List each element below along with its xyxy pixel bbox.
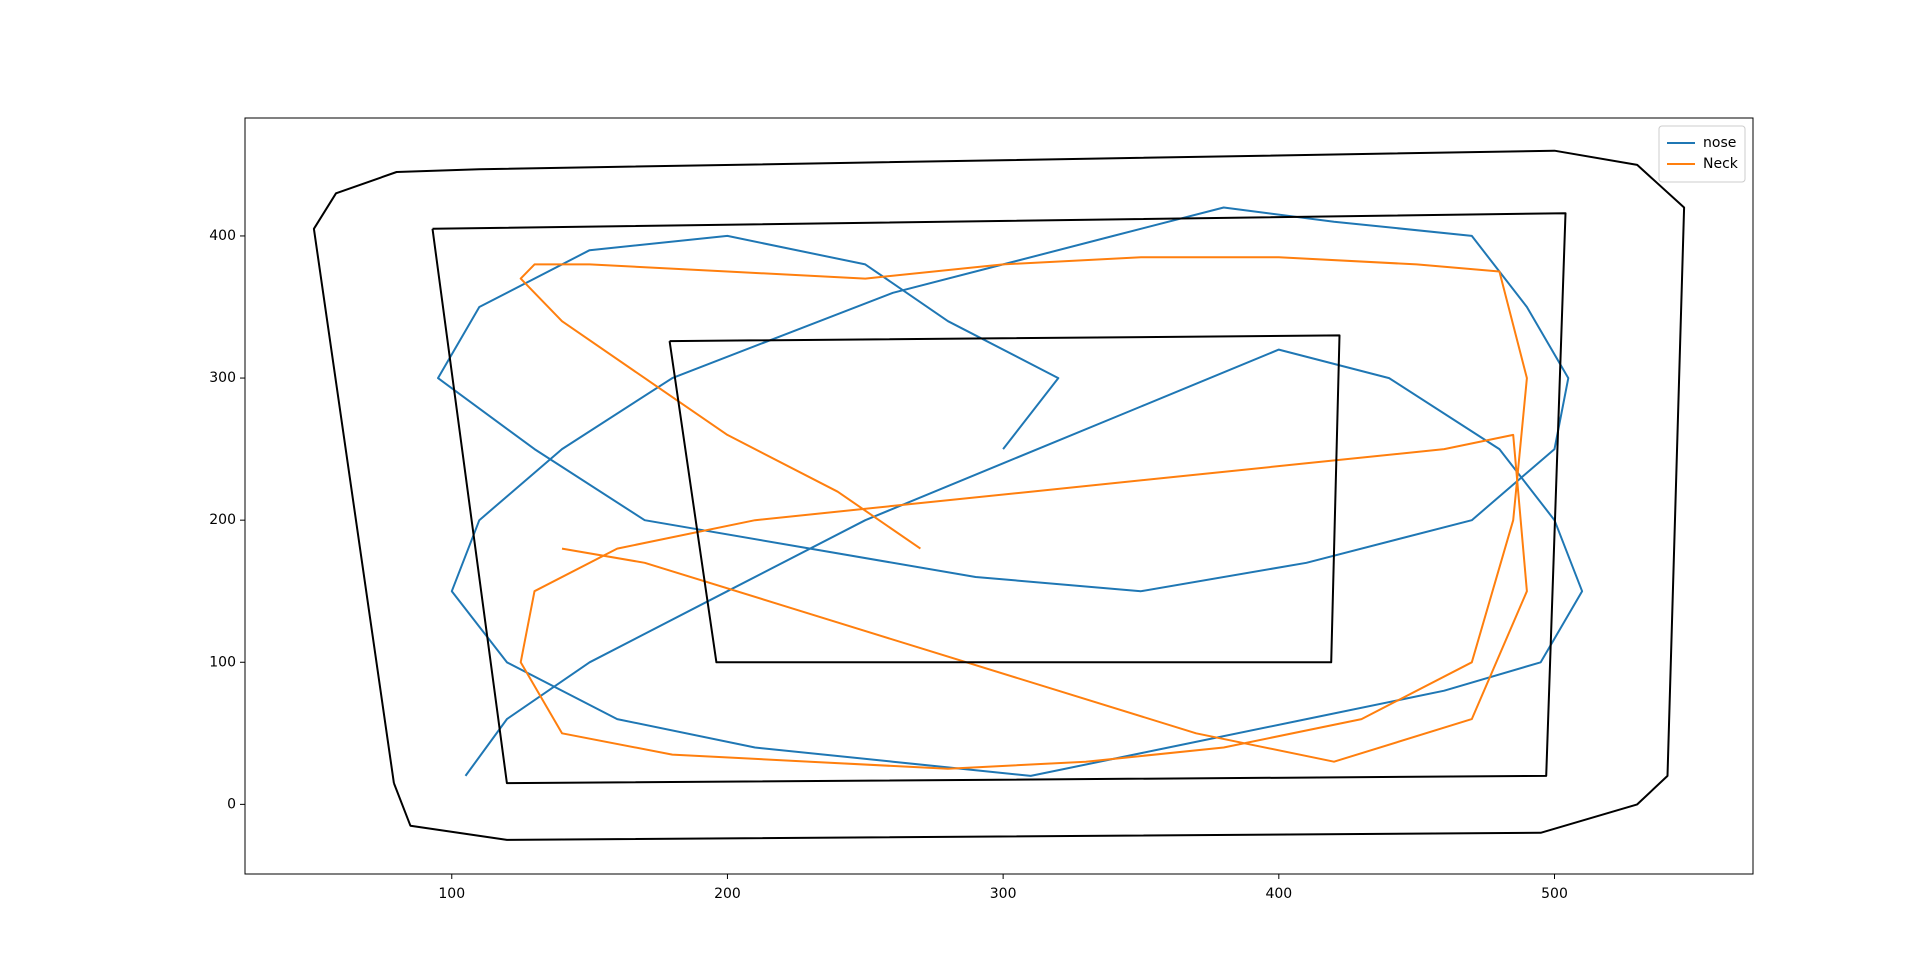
y-tick-label: 0	[227, 796, 236, 812]
trajectory-line	[519, 256, 1528, 770]
plot-frame	[244, 117, 1754, 875]
x-tick-label: 100	[438, 886, 465, 902]
arena-outline	[431, 212, 1567, 785]
x-tick-label: 500	[1541, 886, 1568, 902]
arena-outline	[668, 334, 1341, 664]
y-tick-label: 100	[209, 654, 236, 670]
arena-outline	[312, 149, 1686, 841]
legend-box	[1658, 125, 1746, 183]
legend-label: nose	[1703, 135, 1736, 151]
x-tick-label: 200	[714, 886, 741, 902]
trajectory-line	[437, 206, 1584, 777]
plot-area	[312, 149, 1686, 841]
x-tick-label: 300	[990, 886, 1017, 902]
y-tick-label: 300	[209, 370, 236, 386]
y-tick-label: 200	[209, 512, 236, 528]
y-tick-label: 400	[209, 228, 236, 244]
x-tick-label: 400	[1265, 886, 1292, 902]
legend-label: Neck	[1703, 156, 1739, 172]
